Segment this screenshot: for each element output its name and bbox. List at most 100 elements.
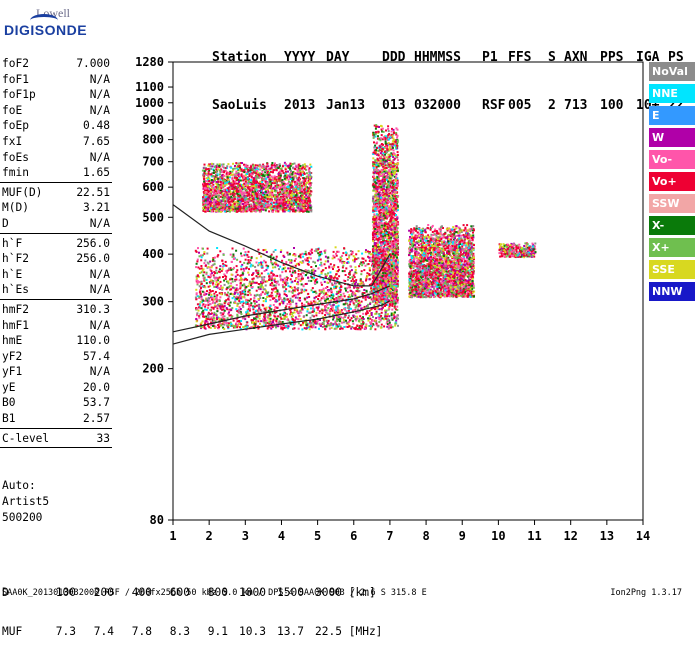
echo-point	[318, 328, 320, 330]
echo-point	[305, 283, 307, 285]
echo-point	[219, 276, 221, 278]
echo-point	[352, 278, 354, 280]
echo-point	[309, 177, 311, 179]
echo-point	[353, 292, 355, 294]
echo-point	[344, 270, 346, 272]
echo-point	[240, 283, 242, 285]
echo-point	[235, 186, 237, 188]
echo-point	[277, 315, 279, 317]
echo-point	[345, 254, 347, 256]
echo-point	[250, 298, 252, 300]
echo-point	[236, 284, 238, 286]
echo-point	[245, 301, 247, 303]
echo-point	[260, 320, 262, 322]
echo-point	[258, 305, 260, 307]
echo-point	[310, 326, 312, 328]
echo-point	[222, 268, 224, 270]
echo-point	[274, 266, 276, 268]
echo-point	[327, 261, 329, 263]
echo-point	[257, 270, 259, 272]
echo-point	[236, 211, 238, 213]
echo-point	[355, 307, 357, 309]
echo-point	[296, 166, 298, 168]
echo-point	[216, 181, 218, 183]
echo-point	[336, 298, 338, 300]
echo-point	[249, 188, 251, 190]
echo-point	[252, 265, 254, 267]
echo-point	[248, 274, 250, 276]
echo-point	[213, 286, 215, 288]
echo-point	[261, 266, 263, 268]
echo-point	[260, 288, 262, 290]
echo-point	[219, 296, 221, 298]
echo-point	[275, 275, 277, 277]
echo-point	[196, 292, 198, 294]
echo-point	[197, 259, 199, 261]
echo-point	[196, 278, 198, 280]
echo-point	[255, 295, 257, 297]
echo-point	[209, 289, 211, 291]
echo-point	[228, 312, 230, 314]
echo-point	[260, 183, 262, 185]
echo-point	[356, 305, 358, 307]
echo-point	[306, 314, 308, 316]
echo-point	[283, 256, 285, 258]
echo-point	[266, 280, 268, 282]
echo-point	[242, 200, 244, 202]
echo-point	[285, 270, 287, 272]
echo-point	[221, 319, 223, 321]
echo-point	[222, 276, 224, 278]
echo-point	[211, 210, 213, 212]
echo-point	[280, 279, 282, 281]
echo-point	[232, 293, 234, 295]
echo-point	[362, 293, 364, 295]
echo-point	[343, 326, 345, 328]
echo-point	[253, 297, 255, 299]
echo-point	[298, 255, 300, 257]
echo-point	[242, 179, 244, 181]
echo-point	[230, 309, 232, 311]
echo-point	[204, 260, 206, 262]
echo-point	[278, 297, 280, 299]
echo-point	[337, 310, 339, 312]
echo-point	[257, 320, 259, 322]
echo-point	[312, 308, 314, 310]
echo-point	[228, 282, 230, 284]
echo-point	[212, 280, 214, 282]
echo-point	[285, 288, 287, 290]
echo-point	[306, 165, 308, 167]
echo-point	[374, 328, 376, 330]
echo-point	[310, 317, 312, 319]
echo-point	[285, 261, 287, 263]
echo-point	[339, 328, 341, 330]
echo-point	[346, 310, 348, 312]
echo-point	[312, 326, 314, 328]
echo-point	[397, 325, 399, 327]
echo-point	[348, 323, 350, 325]
echo-point	[372, 316, 374, 318]
echo-point	[199, 289, 201, 291]
echo-point	[301, 262, 303, 264]
echo-point	[270, 328, 272, 330]
echo-point	[315, 323, 317, 325]
echo-point	[359, 283, 361, 285]
y-tick-label: 300	[142, 295, 164, 309]
echo-point	[223, 321, 225, 323]
echo-point	[283, 312, 285, 314]
echo-point	[199, 285, 201, 287]
echo-point	[213, 172, 215, 174]
echo-point	[354, 276, 356, 278]
echo-point	[279, 163, 281, 165]
echo-point	[395, 320, 397, 322]
echo-point	[198, 317, 200, 319]
echo-point	[266, 320, 268, 322]
echo-point	[231, 261, 233, 263]
echo-point	[236, 259, 238, 261]
echo-point	[380, 315, 382, 317]
echo-point	[261, 285, 263, 287]
echo-point	[236, 269, 238, 271]
echo-point	[245, 325, 247, 327]
echo-point	[269, 207, 271, 209]
echo-point	[202, 310, 204, 312]
echo-point	[239, 208, 241, 210]
